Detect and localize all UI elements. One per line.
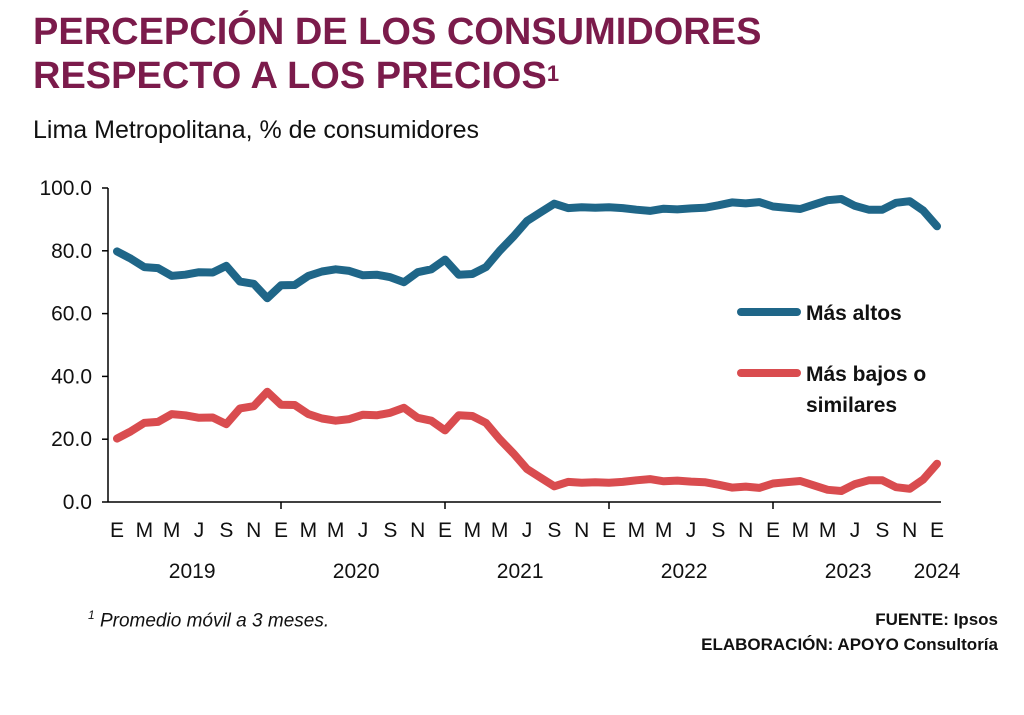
- x-tick-label: E: [110, 519, 124, 542]
- year-label: 2023: [825, 560, 872, 583]
- x-tick-label: N: [574, 519, 589, 542]
- x-tick-label: M: [464, 519, 482, 542]
- legend-label: Más altos: [806, 302, 902, 325]
- title-line-2: RESPECTO A LOS PRECIOS: [33, 55, 547, 97]
- x-tick-label: M: [655, 519, 673, 542]
- footnote: 1 Promedio móvil a 3 meses.: [88, 608, 329, 632]
- source-text: FUENTE: Ipsos: [875, 610, 998, 629]
- x-tick-label: M: [300, 519, 318, 542]
- x-tick-label: M: [136, 519, 154, 542]
- year-label: 2024: [914, 560, 961, 583]
- chart-title: PERCEPCIÓN DE LOS CONSUMIDORES RESPECTO A…: [33, 10, 761, 98]
- y-tick-label: 0.0: [63, 491, 92, 514]
- x-tick-label: M: [163, 519, 181, 542]
- x-tick-label: E: [438, 519, 452, 542]
- x-tick-label: S: [219, 519, 233, 542]
- footnote-mark: 1: [88, 608, 95, 622]
- y-tick-label: 20.0: [51, 428, 92, 451]
- x-tick-label: E: [766, 519, 780, 542]
- y-tick-label: 80.0: [51, 240, 92, 263]
- chart-subtitle: Lima Metropolitana, % de consumidores: [33, 116, 480, 144]
- x-tick-label: M: [628, 519, 646, 542]
- x-tick-label: S: [875, 519, 889, 542]
- x-tick-label: J: [850, 519, 861, 542]
- y-tick-label: 40.0: [51, 365, 92, 388]
- footnote-text: Promedio móvil a 3 meses.: [99, 610, 330, 632]
- x-tick-label: M: [327, 519, 345, 542]
- year-label: 2021: [497, 560, 544, 583]
- x-tick-label: M: [792, 519, 810, 542]
- legend-label: Más bajos o: [806, 363, 926, 386]
- x-tick-label: E: [602, 519, 616, 542]
- x-tick-label: J: [522, 519, 533, 542]
- x-tick-label: N: [410, 519, 425, 542]
- x-tick-label: E: [930, 519, 944, 542]
- x-tick-label: M: [819, 519, 837, 542]
- x-tick-label: N: [738, 519, 753, 542]
- x-tick-label: N: [902, 519, 917, 542]
- source-block: FUENTE: Ipsos ELABORACIÓN: APOYO Consult…: [701, 607, 998, 657]
- x-tick-label: N: [246, 519, 261, 542]
- y-tick-label: 100.0: [39, 177, 92, 200]
- x-tick-label: M: [491, 519, 509, 542]
- series-line-mas-altos: [113, 195, 941, 303]
- x-tick-label: S: [711, 519, 725, 542]
- x-tick-label: J: [358, 519, 369, 542]
- year-label: 2020: [333, 560, 380, 583]
- x-tick-label: S: [383, 519, 397, 542]
- legend-label: similares: [806, 394, 897, 417]
- x-tick-label: J: [686, 519, 697, 542]
- year-label: 2022: [661, 560, 708, 583]
- elaboration-text: ELABORACIÓN: APOYO Consultoría: [701, 635, 998, 654]
- title-line-1: PERCEPCIÓN DE LOS CONSUMIDORES: [33, 11, 762, 53]
- x-tick-label: E: [274, 519, 288, 542]
- y-tick-label: 60.0: [51, 303, 92, 326]
- series-line-mas-bajos: [113, 387, 941, 495]
- x-tick-label: S: [547, 519, 561, 542]
- x-tick-label: J: [194, 519, 205, 542]
- year-label: 2019: [169, 560, 216, 583]
- title-footnote-mark: 1: [546, 61, 560, 86]
